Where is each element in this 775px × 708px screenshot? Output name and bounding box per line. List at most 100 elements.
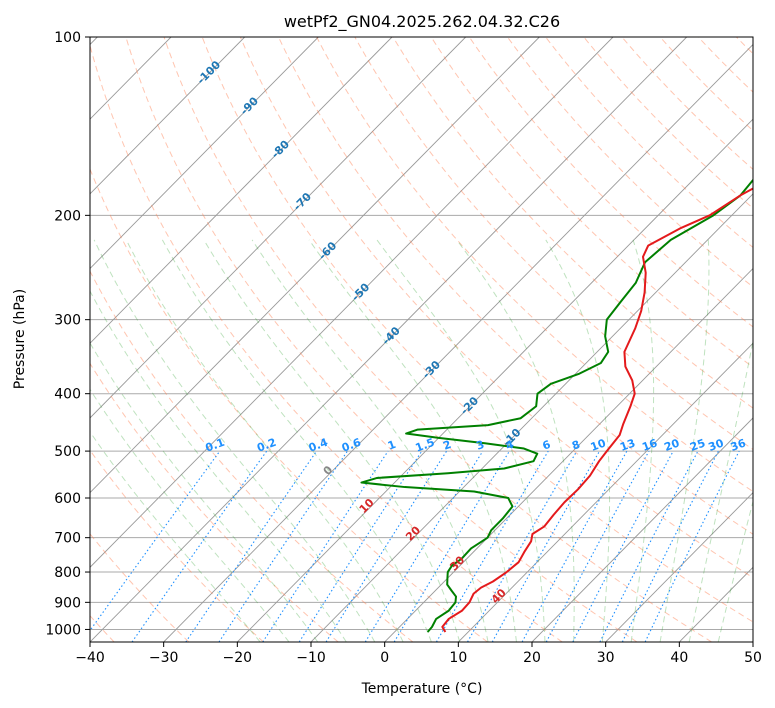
mixing-ratio-label: 1.5 [414,436,437,455]
y-tick-label: 800 [54,565,81,581]
mixing-ratio-label: 6 [541,438,553,453]
dry-adiabat-line [201,37,753,623]
isotherm-line [458,342,753,642]
mixing-ratio-label: 10 [589,436,608,454]
y-tick-label: 300 [54,313,81,329]
mixing-ratio-line [644,450,740,642]
x-tick-label: 10 [449,650,467,666]
chart-title: wetPf2_GN04.2025.262.04.32.C26 [284,12,560,32]
moist-adiabat-line [161,239,432,642]
mixing-ratio-line [325,450,448,642]
x-tick-label: 30 [597,650,615,666]
y-tick-label: 600 [54,491,81,507]
dry-adiabat-line [354,37,753,451]
y-tick-label: 200 [54,208,81,224]
y-axis: 100 200 300 400 500 600 700 800 900 1000 [45,30,90,638]
moist-adiabat-line [376,239,546,642]
isotherm-line [90,37,467,419]
isotherm-line [310,193,753,642]
mixing-ratio-label: 25 [688,437,707,454]
plot-area [90,37,753,642]
x-tick-label: 0 [380,650,389,666]
isotherm-line [605,491,753,642]
dry-adiabat-line [125,37,638,642]
moist-adiabat-line [717,499,753,642]
x-axis: −40 −30 −20 −10 0 10 20 30 40 50 [75,642,762,666]
mixing-ratio-label: 4 [504,438,516,453]
moist-adiabat-line [203,239,461,642]
y-tick-label: 100 [54,30,81,46]
moist-adiabat-line [90,342,319,642]
x-axis-label: Temperature (°C) [361,681,483,697]
isotherm-line [90,37,540,494]
x-tick-label: −20 [223,650,253,666]
mixing-ratio-line [491,450,601,642]
isotherm-line [90,37,614,568]
mixing-ratio-line [185,450,318,642]
plot-frame [89,36,754,643]
x-tick-label: −30 [149,650,179,666]
mixing-ratio-line [364,450,484,642]
moist-adiabat-line [125,239,404,642]
moist-adiabat-line [251,239,489,642]
y-tick-label: 900 [54,595,81,611]
dry-adiabat-line [239,37,753,579]
dry-adiabat-line [90,449,264,642]
isotherm-line [90,37,393,344]
dry-adiabat-line [430,37,753,368]
mixing-ratio-label: 1 [386,438,398,453]
moist-adiabat-line [630,239,655,642]
mixing-ratio-line [521,450,628,642]
mixing-ratio-line [467,450,578,642]
isotherm-line [163,43,753,642]
y-axis-label: Pressure (hPa) [12,289,28,389]
isotherm-line [90,37,319,270]
mixing-ratio-label: 0.4 [307,436,330,455]
mixing-ratio-label: 2 [441,438,453,453]
mixing-ratio-line [298,450,423,642]
dry-adiabat-line [278,37,753,535]
mixing-ratio-label: 3 [474,438,486,453]
mixing-ratio-label: 16 [640,436,659,454]
moist-adiabat-line [90,290,347,642]
mixing-ratio-label: 36 [729,436,748,454]
mixing-ratio-line [90,450,221,632]
mixing-ratio-line [435,450,549,642]
isotherm-line [237,118,753,642]
dewpoint-profile [360,178,753,633]
dry-adiabat-line [468,37,753,328]
y-tick-label: 700 [54,531,81,547]
mixing-ratio-label: 8 [570,438,582,453]
mixing-ratio-label: 0.2 [255,436,278,455]
isotherm-line [90,37,688,642]
isotherm-line [531,417,753,642]
dry-adiabat-line [545,37,753,249]
mixing-ratio-label: 0.1 [204,436,227,455]
moist-adiabat-line [688,338,753,642]
dry-adiabat-line [90,167,488,642]
mixing-ratio-line [393,450,510,642]
y-tick-label: 1000 [45,622,81,638]
moist-adiabat-line [308,239,517,642]
mixing-ratio-label: 13 [618,437,637,454]
moist-adiabat-line [456,239,575,642]
isotherm-line [90,37,246,195]
dry-adiabat-line [163,37,712,642]
x-tick-label: −40 [75,650,105,666]
mixing-ratio-line [131,450,268,642]
dry-adiabat-line [90,270,414,642]
x-tick-label: 50 [744,650,762,666]
mixing-ratio-label: 20 [662,436,681,454]
y-tick-label: 400 [54,387,81,403]
isotherm-line [384,267,753,642]
x-tick-label: 20 [523,650,541,666]
mixing-ratio-label: 0.6 [340,436,363,455]
mixing-ratio-label: 30 [707,436,726,454]
moist-adiabat-line [93,239,376,642]
y-tick-label: 500 [54,444,81,460]
dry-adiabat-line [392,37,753,409]
x-tick-label: 40 [670,650,688,666]
moist-adiabat-line [659,239,710,642]
temperature-profile [441,187,753,633]
